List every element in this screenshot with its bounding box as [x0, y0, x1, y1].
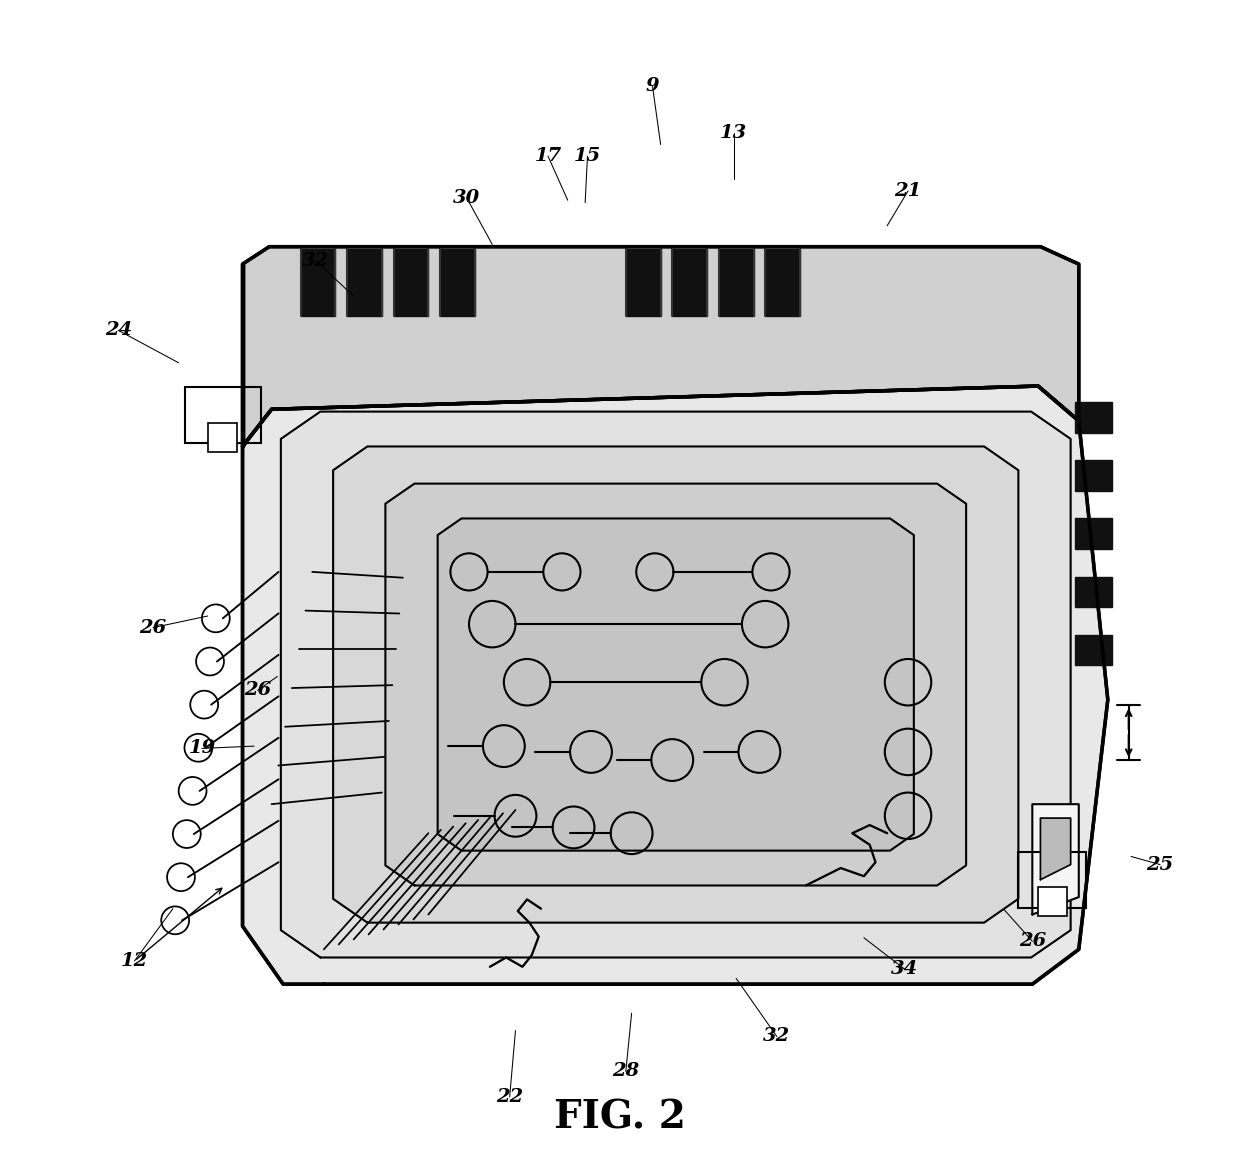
Bar	[1038, 887, 1066, 916]
Text: 12: 12	[120, 952, 148, 970]
Polygon shape	[1075, 403, 1112, 433]
Polygon shape	[440, 249, 475, 316]
Text: 25: 25	[1147, 855, 1174, 874]
Text: 17: 17	[534, 147, 562, 165]
Polygon shape	[1033, 804, 1079, 915]
Text: 15: 15	[574, 147, 601, 165]
Text: 32: 32	[303, 252, 330, 270]
Polygon shape	[672, 249, 707, 316]
Polygon shape	[626, 249, 661, 316]
Text: 26: 26	[244, 682, 272, 699]
Polygon shape	[1040, 818, 1070, 880]
Text: 26: 26	[1019, 932, 1045, 950]
Polygon shape	[243, 386, 1107, 984]
Polygon shape	[438, 518, 914, 851]
Polygon shape	[1075, 576, 1112, 607]
Text: 19: 19	[188, 740, 216, 757]
Text: 9: 9	[646, 77, 660, 96]
Polygon shape	[334, 447, 1018, 923]
Polygon shape	[280, 412, 1070, 957]
Polygon shape	[393, 249, 428, 316]
Bar	[208, 422, 237, 452]
Polygon shape	[243, 246, 1079, 447]
Bar	[1018, 852, 1086, 908]
Bar	[185, 387, 260, 443]
Polygon shape	[1075, 635, 1112, 665]
Text: FIG. 2: FIG. 2	[554, 1099, 686, 1137]
Text: 13: 13	[720, 124, 748, 142]
Polygon shape	[719, 249, 754, 316]
Text: 22: 22	[496, 1088, 523, 1106]
Text: 28: 28	[613, 1062, 640, 1081]
Text: 30: 30	[453, 189, 480, 207]
Text: 24: 24	[104, 321, 131, 340]
Polygon shape	[347, 249, 382, 316]
Text: 34: 34	[890, 960, 918, 978]
Polygon shape	[1075, 461, 1112, 490]
Text: 26: 26	[139, 619, 166, 637]
Polygon shape	[300, 249, 336, 316]
Text: 32: 32	[763, 1027, 790, 1046]
Polygon shape	[386, 483, 966, 886]
Polygon shape	[765, 249, 800, 316]
Text: 21: 21	[894, 182, 921, 200]
Polygon shape	[1075, 518, 1112, 548]
